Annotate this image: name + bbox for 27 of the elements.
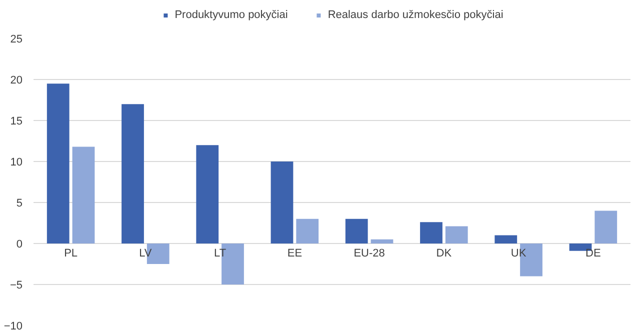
- x-tick-label: EU-28: [354, 248, 385, 260]
- bar: [196, 145, 219, 244]
- x-tick-label: DE: [586, 248, 601, 260]
- y-tick-label: 0: [16, 238, 23, 250]
- y-tick-label: −5: [10, 280, 23, 292]
- x-tick-label: EE: [287, 248, 302, 260]
- bar: [296, 218, 319, 244]
- bar: [122, 104, 144, 244]
- x-tick-label: PL: [64, 248, 78, 260]
- bar: [270, 162, 294, 244]
- bar: [420, 222, 442, 244]
- legend-label: Realaus darbo užmokesčio pokyčiai: [328, 9, 504, 21]
- bar: [370, 239, 394, 244]
- bar: [445, 226, 468, 244]
- bar: [46, 84, 70, 244]
- y-tick-label: 25: [10, 34, 23, 46]
- x-tick-label: DK: [436, 248, 452, 260]
- bar: [72, 146, 95, 244]
- legend-label: Produktyvumo pokyčiai: [174, 9, 288, 21]
- bar: [494, 235, 518, 244]
- y-tick-label: 15: [10, 116, 23, 128]
- bar: [594, 210, 618, 244]
- y-tick-label: 10: [10, 156, 23, 168]
- y-tick-label: 20: [10, 74, 23, 86]
- bar: [345, 218, 368, 244]
- y-tick-label: 5: [16, 198, 23, 210]
- y-tick-label: −10: [4, 320, 23, 332]
